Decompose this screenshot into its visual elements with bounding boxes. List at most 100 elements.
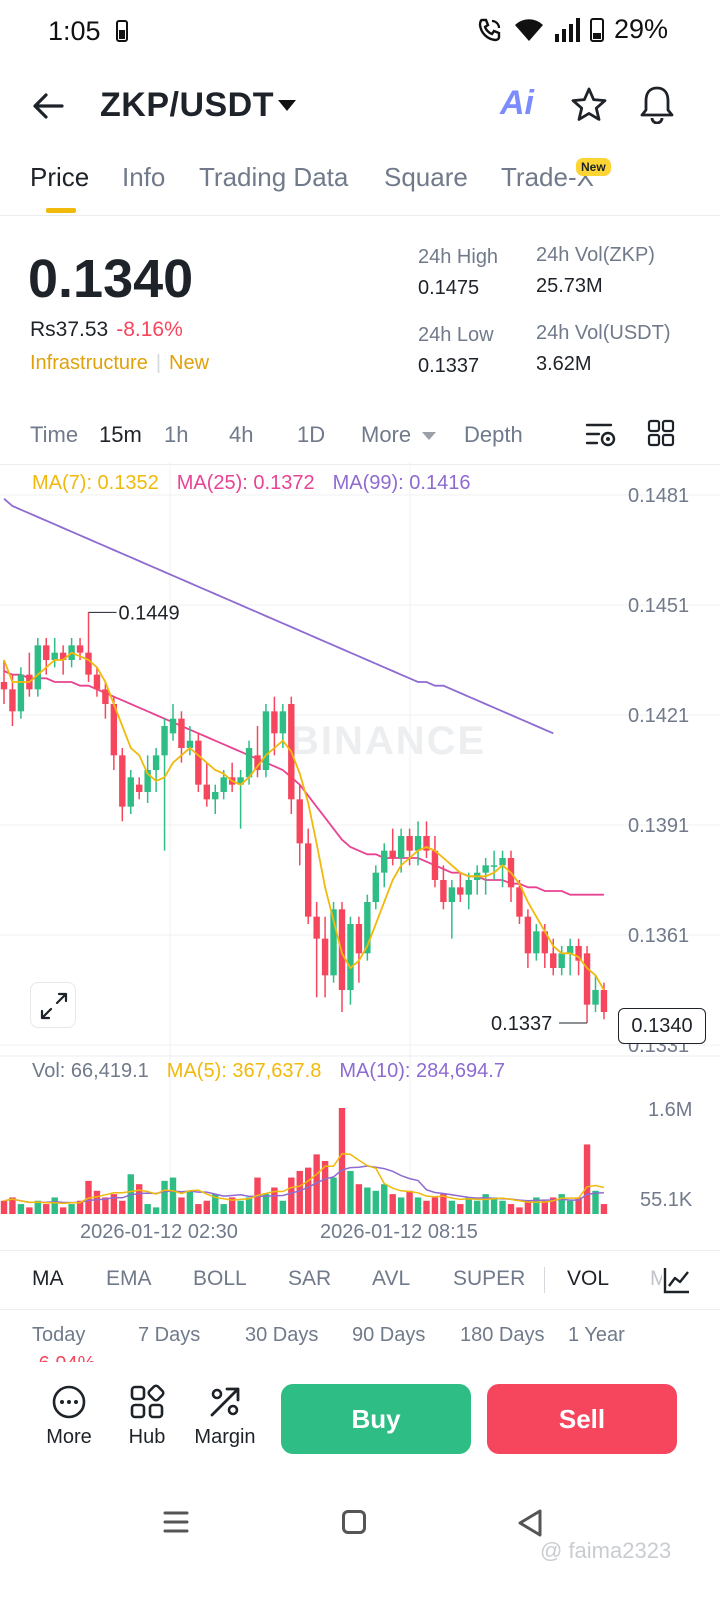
candle-body <box>102 689 108 704</box>
vol-ma5-label: MA(5): 367,637.8 <box>167 1060 322 1082</box>
volume-bar <box>398 1197 404 1214</box>
more-button[interactable]: More <box>29 1384 109 1449</box>
star-icon[interactable] <box>570 86 608 124</box>
volume-bar <box>491 1197 497 1214</box>
candle-body <box>35 645 41 689</box>
interval-1h[interactable]: 1h <box>164 422 188 448</box>
candle-body <box>559 953 565 968</box>
tag-separator: | <box>156 352 161 374</box>
interval-4h[interactable]: 4h <box>229 422 253 448</box>
perf-180d: 180 Days -- <box>460 1324 545 1362</box>
binance-watermark: BINANCE <box>290 719 486 763</box>
volume-bar <box>601 1204 607 1214</box>
chart-settings-icon[interactable] <box>585 420 617 450</box>
indicator-vol[interactable]: VOL <box>567 1267 609 1291</box>
stat-label: 24h High <box>418 246 498 269</box>
candle-body <box>85 653 91 675</box>
back-arrow-icon[interactable] <box>30 88 66 124</box>
indicator-bar: MA EMA BOLL SAR AVL SUPER VOL M <box>0 1250 720 1310</box>
volume-bar <box>178 1197 184 1214</box>
battery-percent: 29% <box>614 14 668 45</box>
volume-bar <box>153 1207 159 1214</box>
indicator-sar[interactable]: SAR <box>288 1267 331 1291</box>
sell-button[interactable]: Sell <box>487 1384 677 1454</box>
system-nav-bar: @ faima2323 <box>0 1490 720 1600</box>
tab-square[interactable]: Square <box>384 162 468 193</box>
nav-back-icon[interactable] <box>516 1508 544 1538</box>
candle-body <box>297 799 303 843</box>
interval-1d[interactable]: 1D <box>297 422 325 448</box>
indicator-avl[interactable]: AVL <box>372 1267 410 1291</box>
volume-tick-label: 1.6M <box>648 1099 692 1121</box>
indicator-ma[interactable]: MA <box>32 1267 64 1291</box>
recent-apps-icon[interactable] <box>162 1510 190 1534</box>
depth-tab[interactable]: Depth <box>464 422 523 448</box>
volume-bar <box>1 1201 7 1214</box>
candle-body <box>204 785 210 800</box>
indicator-super[interactable]: SUPER <box>453 1267 525 1291</box>
stat-label: 24h Vol(USDT) <box>536 322 671 345</box>
candle-body <box>482 865 488 872</box>
layout-grid-icon[interactable] <box>647 419 675 447</box>
stat-value: 25.73M <box>536 275 603 297</box>
ai-icon[interactable]: Ai <box>500 84 534 123</box>
tag-new[interactable]: New <box>169 352 209 374</box>
y-tick-label: 0.1481 <box>628 485 689 507</box>
perf-value: -6.94% <box>32 1353 95 1362</box>
buy-button[interactable]: Buy <box>281 1384 471 1454</box>
ma7-line <box>4 653 604 990</box>
candle-body <box>415 836 421 851</box>
candlestick-chart[interactable]: 0.14810.14510.14210.13910.13610.1331BINA… <box>0 462 720 1242</box>
volume-bar <box>26 1207 32 1214</box>
candle-body <box>322 939 328 976</box>
candle-body <box>516 887 522 916</box>
perf-90d: 90 Days -- <box>352 1324 425 1362</box>
bell-icon[interactable] <box>638 84 676 124</box>
perf-value: -- <box>352 1353 425 1362</box>
candle-body <box>347 924 353 990</box>
volume-bar <box>288 1178 294 1214</box>
tag-infrastructure[interactable]: Infrastructure <box>30 352 148 374</box>
indicator-boll[interactable]: BOLL <box>193 1267 247 1291</box>
stat-value: 0.1475 <box>418 277 479 299</box>
chevron-down-icon[interactable] <box>278 100 296 111</box>
volume-bar <box>432 1197 438 1214</box>
candle-body <box>128 777 134 806</box>
more-caret-icon[interactable] <box>422 432 436 440</box>
hub-button[interactable]: Hub <box>107 1384 187 1449</box>
stat-24h-vol-base: 24h Vol(ZKP) 25.73M <box>536 244 655 298</box>
volume-bar <box>204 1201 210 1214</box>
perf-label: 7 Days <box>138 1324 200 1346</box>
candle-body <box>390 851 396 858</box>
volume-bar <box>195 1204 201 1214</box>
interval-more[interactable]: More <box>361 422 411 448</box>
status-time: 1:05 <box>48 16 101 47</box>
candle-body <box>457 887 463 894</box>
indicator-ema[interactable]: EMA <box>106 1267 152 1291</box>
interval-15m[interactable]: 15m <box>99 422 142 448</box>
y-tick-label: 0.1421 <box>628 705 689 727</box>
candle-body <box>381 851 387 873</box>
ma25-label: MA(25): 0.1372 <box>177 472 315 494</box>
tab-price[interactable]: Price <box>30 162 89 193</box>
tab-info[interactable]: Info <box>122 162 165 193</box>
volume-bar <box>297 1171 303 1214</box>
stat-24h-high: 24h High 0.1475 <box>418 246 498 300</box>
price-change: -8.16% <box>116 318 183 341</box>
margin-button[interactable]: Margin <box>185 1384 265 1449</box>
volume-bar <box>449 1201 455 1214</box>
volume-bar <box>136 1184 142 1214</box>
tab-trading-data[interactable]: Trading Data <box>199 162 348 193</box>
pair-title[interactable]: ZKP/USDT <box>100 86 274 125</box>
expand-chart-button[interactable] <box>30 982 76 1028</box>
home-icon[interactable] <box>342 1510 366 1534</box>
candle-body <box>1 682 7 689</box>
perf-label: 180 Days <box>460 1324 545 1346</box>
vol-label: Vol: 66,419.1 <box>32 1060 149 1082</box>
volume-bar <box>584 1144 590 1214</box>
indicator-settings-icon[interactable] <box>662 1265 692 1295</box>
candle-body <box>440 880 446 902</box>
candle-body <box>77 645 83 652</box>
last-price: 0.1340 <box>28 248 193 310</box>
interval-time[interactable]: Time <box>30 422 78 448</box>
